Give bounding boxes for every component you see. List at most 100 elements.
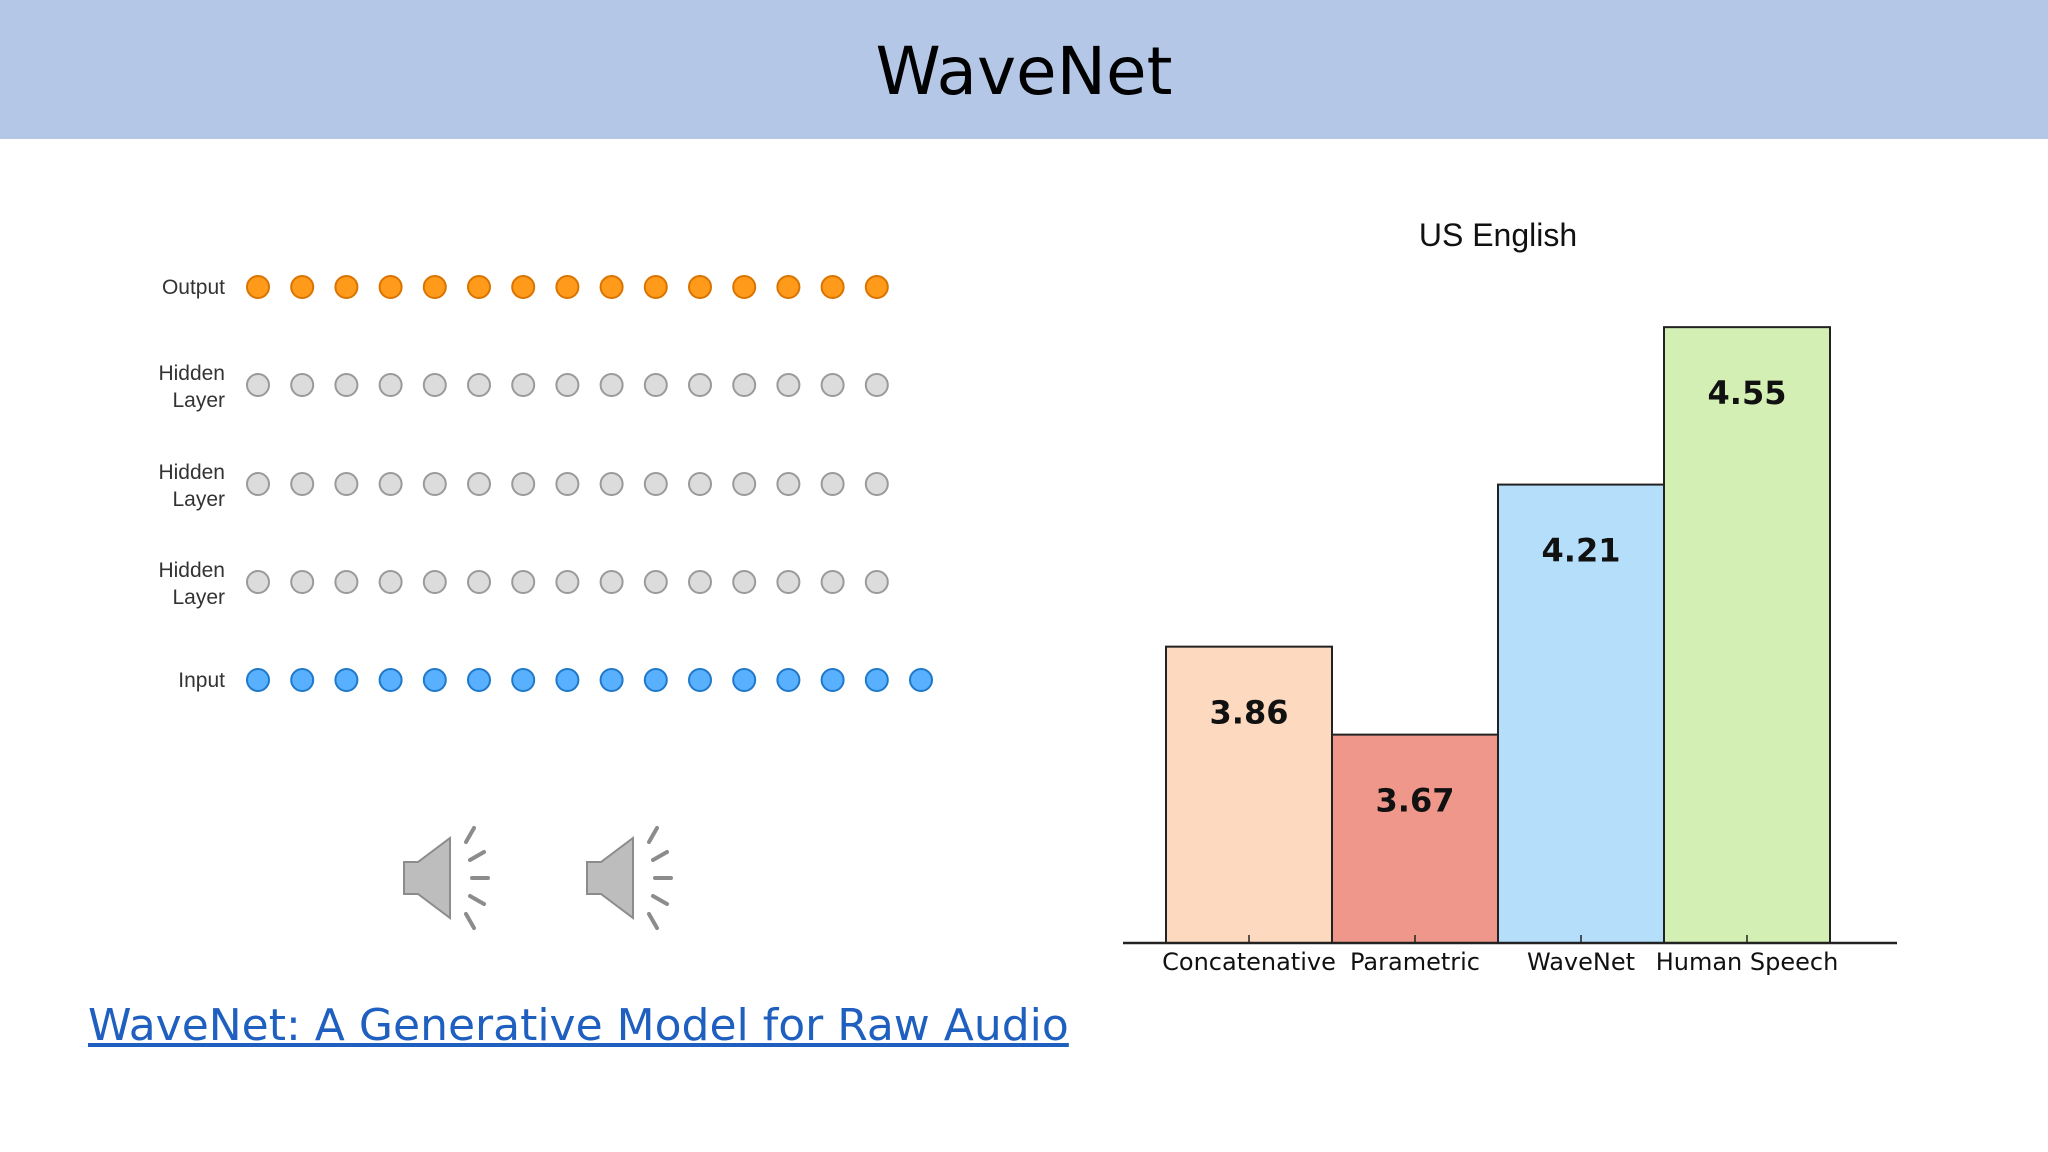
input-node [820,668,845,692]
input-node [334,668,359,692]
hidden-node [246,570,270,594]
input-node [643,668,668,692]
hidden-node [422,472,447,496]
hidden-node [467,472,491,496]
hidden-node [334,570,359,594]
hidden-node [378,570,403,594]
input-node [378,668,403,692]
bar-value-label: 3.86 [1210,694,1289,732]
input-node [599,668,624,692]
bar-concatenative [1165,645,1333,944]
bar-wavenet [1497,483,1665,944]
hidden-node [688,373,712,397]
output-node [688,275,712,299]
hidden-node [864,472,889,496]
hidden-node [422,570,447,594]
output-node [290,275,315,299]
speaker-icon[interactable] [586,826,673,930]
hidden-node [776,570,801,594]
output-node [334,275,359,299]
layer-label-hidden: Hidden Layer [158,559,225,609]
speaker-icon[interactable] [403,826,490,930]
layer-label-output: Output [162,276,225,299]
hidden-node [422,373,447,397]
hidden-node [378,472,403,496]
hidden-node [864,373,889,397]
input-node [909,668,933,692]
hidden-node [334,472,359,496]
output-node [422,275,447,299]
input-node [732,668,757,692]
x-tick-label: Parametric [1350,948,1480,976]
hidden-node [643,472,668,496]
hidden-node [290,472,315,496]
layer-label-hidden: Hidden Layer [158,461,225,511]
layer-label-hidden: Hidden Layer [158,362,225,412]
output-node [246,275,270,299]
hidden-node [511,472,536,496]
bar-human-speech [1663,326,1831,944]
input-node [555,668,580,692]
hidden-node [643,570,668,594]
output-node [599,275,624,299]
hidden-node [334,373,359,397]
hidden-node [555,373,580,397]
output-node [732,275,757,299]
hidden-node [246,373,270,397]
input-node [776,668,801,692]
wavenet-network-diagram: Output Hidden Layer Hidden Layer Hidden Layer I… [158,275,933,692]
bar-value-label: 3.67 [1376,782,1455,820]
x-tick-label: Human Speech [1656,948,1839,976]
output-node [511,275,536,299]
hidden-node [290,570,315,594]
hidden-node [776,472,801,496]
audio-controls [403,826,673,930]
output-node [864,275,889,299]
chart-title: US English [1419,217,1577,253]
hidden-node [378,373,403,397]
hidden-node [820,472,845,496]
x-tick-label: Concatenative [1162,948,1336,976]
hidden-node [732,373,757,397]
hidden-node [511,570,536,594]
output-node [776,275,801,299]
title-bar: WaveNet [0,0,2048,139]
bar-parametric [1331,733,1499,944]
hidden-node [732,472,757,496]
output-node [555,275,580,299]
hidden-node [555,570,580,594]
bar-value-label: 4.55 [1708,374,1787,412]
slide-title: WaveNet [875,33,1173,110]
hidden-node [820,570,845,594]
input-node [864,668,889,692]
paper-link[interactable]: WaveNet: A Generative Model for Raw Audi… [88,1000,1069,1051]
hidden-node [467,570,491,594]
output-node [467,275,491,299]
hidden-node [511,373,536,397]
input-node [467,668,491,692]
hidden-node [555,472,580,496]
hidden-node [246,472,270,496]
bar-value-label: 4.21 [1542,532,1621,570]
hidden-node [688,570,712,594]
hidden-node [290,373,315,397]
hidden-node [599,373,624,397]
input-node [688,668,712,692]
input-node [511,668,536,692]
input-node [246,668,270,692]
hidden-node [599,570,624,594]
output-node [820,275,845,299]
hidden-node [820,373,845,397]
hidden-node [864,570,889,594]
hidden-node [732,570,757,594]
hidden-node [688,472,712,496]
input-node [422,668,447,692]
hidden-node [643,373,668,397]
layer-label-input: Input [178,669,225,692]
output-node [378,275,403,299]
x-tick-label: WaveNet [1527,948,1635,976]
us-english-bar-chart: US English 3.86 Concatenative 3.67 Parametri… [1123,217,1897,976]
hidden-node [776,373,801,397]
input-node [290,668,315,692]
hidden-node [599,472,624,496]
